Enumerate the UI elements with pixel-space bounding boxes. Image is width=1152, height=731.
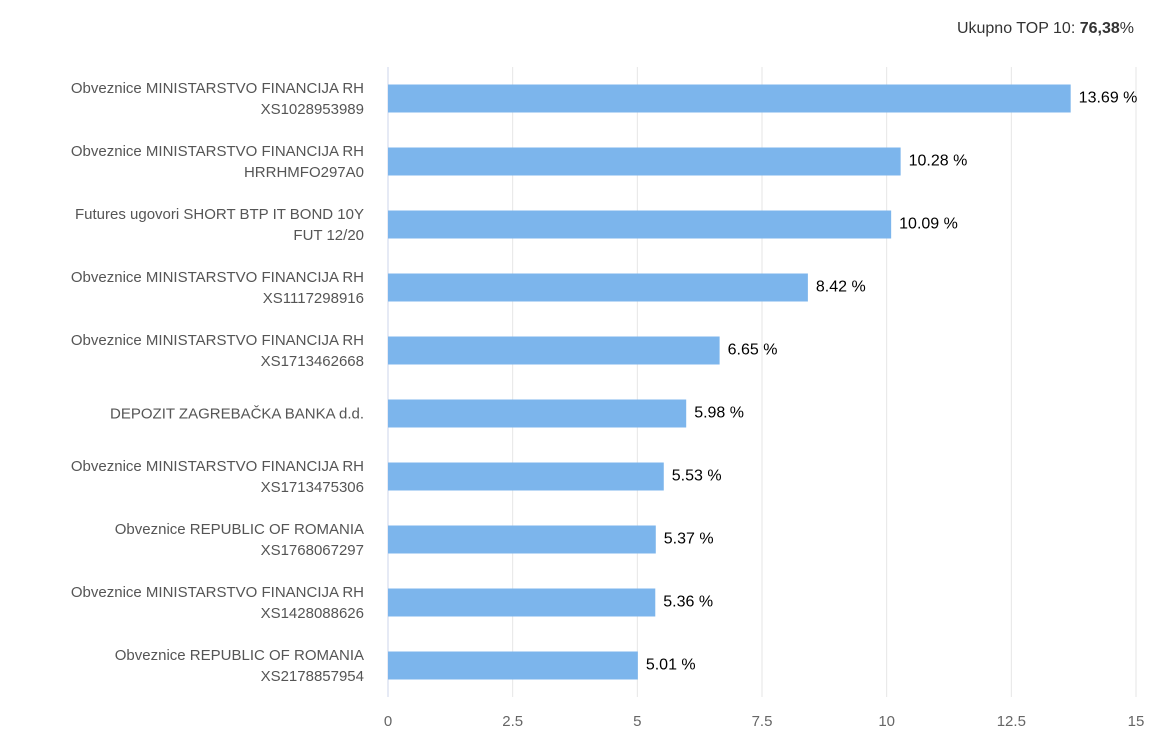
bar [388, 336, 720, 365]
y-tick-label: Obveznice MINISTARSTVO FINANCIJA RH XS14… [70, 583, 364, 622]
y-tick-label: Futures ugovori SHORT BTP IT BOND 10Y FU… [75, 205, 364, 244]
bar [388, 147, 901, 176]
x-tick-label: 5 [633, 713, 641, 730]
y-tick-label: Obveznice REPUBLIC OF ROMANIA XS21788579… [114, 646, 364, 685]
data-label: 10.28 % [909, 153, 968, 170]
bar [388, 462, 664, 491]
data-label: 5.98 % [694, 405, 744, 422]
data-label: 13.69 % [1079, 90, 1138, 107]
data-label: 10.09 % [899, 216, 958, 233]
bar [388, 273, 808, 302]
x-tick-label: 7.5 [752, 713, 773, 730]
bar [388, 210, 892, 239]
data-label: 8.42 % [816, 279, 866, 296]
y-tick-label: Obveznice MINISTARSTVO FINANCIJA RH XS17… [70, 457, 364, 496]
total-unit: % [1119, 20, 1134, 37]
y-tick-label: Obveznice MINISTARSTVO FINANCIJA RH XS10… [70, 79, 364, 118]
data-label: 5.37 % [664, 531, 714, 548]
x-tick-label: 2.5 [502, 713, 523, 730]
data-label: 5.53 % [672, 468, 722, 485]
x-tick-label: 10 [878, 713, 895, 730]
bar [388, 525, 656, 554]
bar [388, 84, 1071, 113]
x-tick-label: 12.5 [997, 713, 1026, 730]
y-tick-label: Obveznice MINISTARSTVO FINANCIJA RH XS17… [70, 331, 364, 370]
x-tick-label: 15 [1128, 713, 1145, 730]
bar [388, 651, 638, 680]
bar [388, 588, 656, 617]
data-label: 5.36 % [663, 594, 713, 611]
data-label: 5.01 % [646, 657, 696, 674]
x-tick-label: 0 [384, 713, 392, 730]
data-label: 6.65 % [728, 342, 778, 359]
total-summary: Ukupno TOP 10: 76,38% [957, 20, 1134, 38]
bar [388, 399, 687, 428]
y-tick-label: Obveznice MINISTARSTVO FINANCIJA RH HRRH… [70, 142, 364, 181]
y-tick-label: Obveznice REPUBLIC OF ROMANIA XS17680672… [114, 520, 364, 559]
y-tick-label: Obveznice MINISTARSTVO FINANCIJA RH XS11… [70, 268, 364, 307]
total-value: 76,38 [1079, 20, 1120, 37]
total-label: Ukupno TOP 10: [956, 20, 1076, 37]
y-tick-label: DEPOZIT ZAGREBAČKA BANKA d.d. [110, 405, 364, 422]
